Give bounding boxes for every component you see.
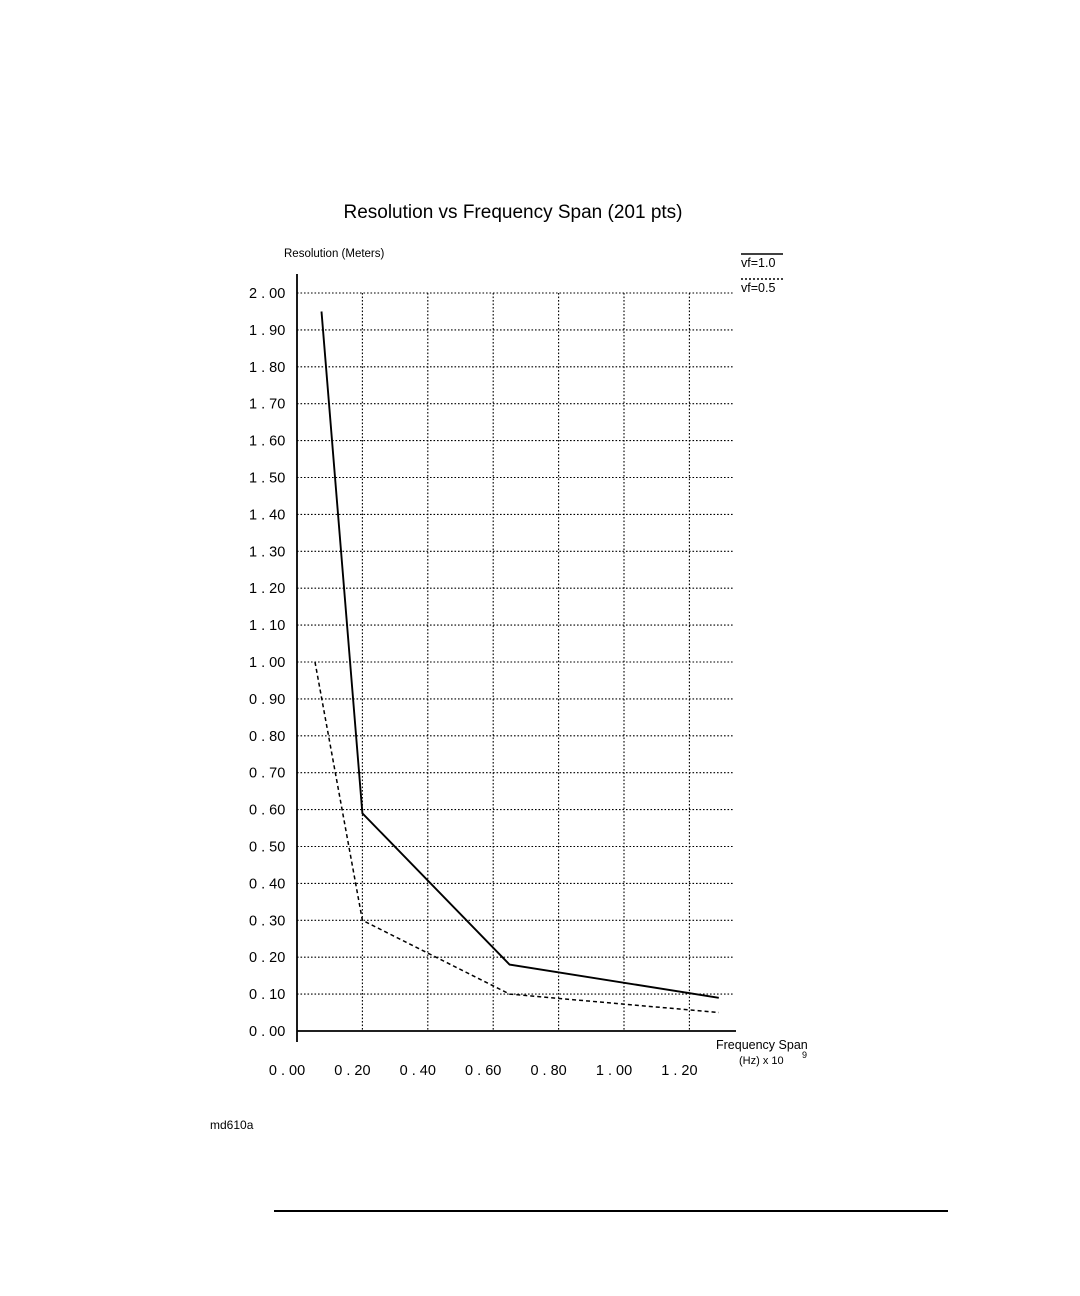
y-tick-label: 0 . 70 [249,766,285,782]
series-line-vf-1-0 [320,311,719,999]
tick-labels: 0 . 00 0 . 10 0 . 20 0 . 30 0 . 40 0 . 50 0 . … [249,286,698,1079]
x-tick-label: 1 . 00 [596,1063,632,1079]
x-tick-label: 0 . 20 [334,1063,370,1079]
legend-label-vf-1-0: vf=1.0 [741,256,775,270]
x-axis-label: Frequency Span [716,1038,808,1052]
legend-label-vf-0-5: vf=0.5 [741,281,775,295]
x-tick-label: 0 . 80 [530,1063,566,1079]
y-tick-label: 1 . 40 [249,507,285,523]
y-tick-label: 1 . 80 [249,360,285,376]
y-tick-label: 0 . 60 [249,803,285,819]
x-tick-label: 1 . 20 [661,1063,697,1079]
y-tick-label: 0 . 50 [249,840,285,856]
y-tick-label: 0 . 80 [249,729,285,745]
y-tick-label: 1 . 60 [249,434,285,450]
chart-title: Resolution vs Frequency Span (201 pts) [343,202,682,223]
x-axis-unit-text: (Hz) x 10 [739,1055,784,1067]
y-axis-label: Resolution (Meters) [284,248,385,260]
y-tick-label: 1 . 10 [249,618,285,634]
y-tick-label: 0 . 20 [249,950,285,966]
y-tick-label: 1 . 30 [249,544,285,560]
x-tick-label: 0 . 60 [465,1063,501,1079]
y-tick-label: 0 . 10 [249,987,285,1003]
y-tick-label: 0 . 00 [249,1024,285,1040]
figure-id: md610a [210,1118,254,1132]
bottom-rule [274,1210,948,1212]
axes [296,274,736,1042]
x-tick-label: 0 . 40 [400,1063,436,1079]
x-axis-unit: (Hz) x 10 [739,1055,784,1067]
y-tick-label: 0 . 30 [249,913,285,929]
y-tick-label: 0 . 40 [249,876,285,892]
y-tick-label: 1 . 70 [249,397,285,413]
gridlines [297,292,733,1031]
y-tick-label: 1 . 20 [249,581,285,597]
y-tick-label: 1 . 00 [249,655,285,671]
data-series [314,311,719,1014]
series-line-vf-0-5 [314,661,719,1014]
x-axis-exponent: 9 [802,1050,807,1060]
legend: vf=1.0 vf=0.5 [741,253,783,295]
y-tick-label: 0 . 90 [249,692,285,708]
y-tick-label: 1 . 90 [249,323,285,339]
y-tick-label: 1 . 50 [249,471,285,487]
x-tick-label: 0 . 00 [269,1063,305,1079]
y-tick-label: 2 . 00 [249,286,285,302]
